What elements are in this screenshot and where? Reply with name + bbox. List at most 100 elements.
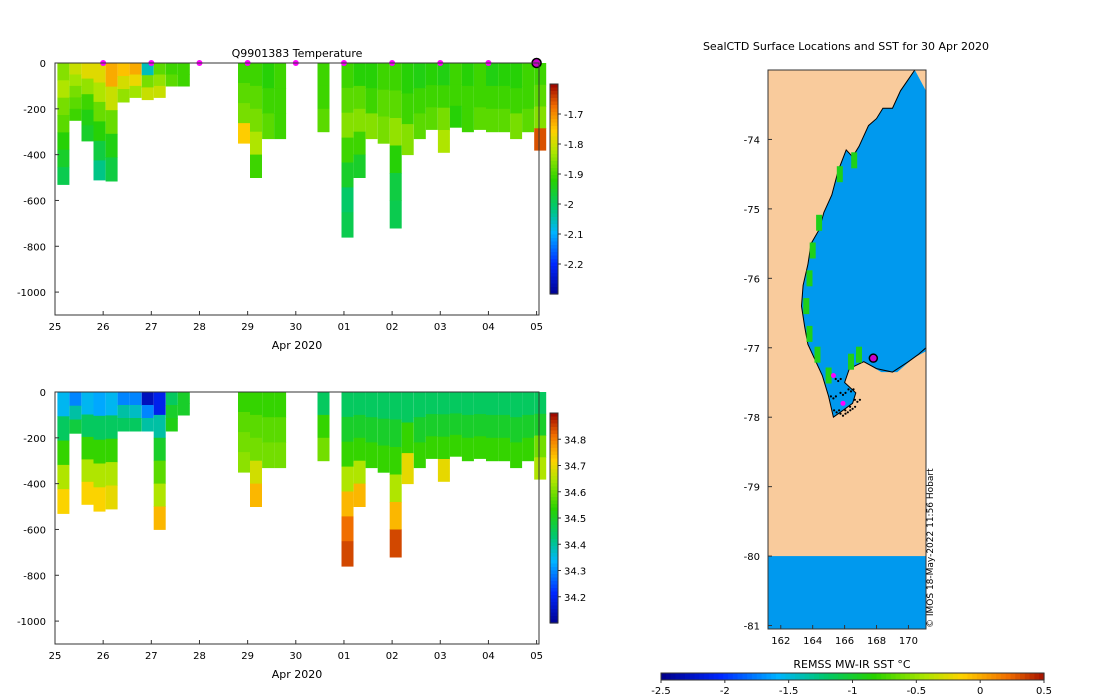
colorbar-swatch xyxy=(550,486,558,491)
profile-cell xyxy=(317,414,330,439)
profile-cell xyxy=(69,85,82,98)
sst-colorbar-swatch xyxy=(881,673,887,680)
x-tick-label: 30 xyxy=(289,322,302,333)
colorbar-swatch xyxy=(550,217,558,222)
colorbar-swatch xyxy=(550,290,558,295)
profile-cell xyxy=(238,392,250,413)
colorbar-tick-label: 34.7 xyxy=(564,462,586,473)
colorbar-swatch xyxy=(550,462,558,467)
profile-cell xyxy=(69,419,82,434)
map-y-tick-label: -81 xyxy=(744,622,760,633)
profile-cell xyxy=(341,212,354,238)
seal-track-point xyxy=(847,388,850,391)
profile-cell xyxy=(377,116,390,144)
sst-colorbar-tick-label: -2.5 xyxy=(651,686,671,697)
colorbar-swatch xyxy=(550,112,558,117)
profile-cell xyxy=(177,392,190,404)
colorbar-swatch xyxy=(550,94,558,99)
colorbar-swatch xyxy=(550,567,558,572)
profile-cell xyxy=(105,157,118,182)
colorbar-tick-label: 34.8 xyxy=(564,435,586,446)
profile-cell xyxy=(461,108,474,133)
profile-cell xyxy=(153,74,166,87)
sst-colorbar-swatch xyxy=(919,673,925,680)
sst-colorbar-swatch xyxy=(699,673,705,680)
temperature-title: Q9901383 Temperature xyxy=(232,47,363,60)
colorbar-swatch xyxy=(550,234,558,239)
x-tick-label: 01 xyxy=(338,651,351,662)
sst-colorbar-swatch xyxy=(1024,673,1031,680)
colorbar-swatch xyxy=(550,276,558,281)
sst-colorbar-swatch xyxy=(766,673,772,680)
profile-cell xyxy=(365,392,378,418)
map-title: SealCTD Surface Locations and SST for 30… xyxy=(703,40,989,53)
profile-cell xyxy=(353,154,366,178)
profile-cell xyxy=(341,87,354,114)
profile-cell xyxy=(81,125,94,142)
colorbar-swatch xyxy=(550,528,558,533)
colorbar-swatch xyxy=(550,175,558,180)
seal-track-point xyxy=(829,395,833,398)
colorbar-swatch xyxy=(550,546,558,551)
colorbar-swatch xyxy=(550,98,558,103)
profile-cell xyxy=(250,460,262,485)
colorbar-swatch xyxy=(550,283,558,288)
profile-cell xyxy=(250,108,262,133)
colorbar-swatch xyxy=(550,525,558,530)
sst-colorbar-swatch xyxy=(785,673,791,680)
colorbar-swatch xyxy=(550,136,558,141)
profile-cell xyxy=(341,466,354,492)
profile-cell xyxy=(165,405,178,419)
profile-cell xyxy=(238,412,250,433)
profile-cell xyxy=(534,413,547,437)
profile-cell xyxy=(353,108,366,133)
profile-cell xyxy=(153,437,166,462)
colorbar-swatch xyxy=(550,115,558,120)
latest-seal-position xyxy=(868,353,879,363)
temperature-x-ticks: 25 26 27 28 29 30 01 02 03 04 05 xyxy=(49,311,543,333)
profile-cell xyxy=(522,85,535,110)
profile-cell xyxy=(534,457,547,480)
seal-track-point xyxy=(839,377,842,381)
colorbar-swatch xyxy=(550,423,558,428)
salinity-cells xyxy=(57,392,547,567)
colorbar-swatch xyxy=(550,273,558,278)
map-coastline xyxy=(800,70,926,419)
colorbar-tick-label: 34.5 xyxy=(564,514,586,525)
sst-colorbar-swatch xyxy=(790,673,796,680)
colorbar-swatch xyxy=(550,577,558,582)
colorbar-swatch xyxy=(550,563,558,568)
sst-colorbar-swatch xyxy=(742,673,748,680)
colorbar-swatch xyxy=(550,455,558,460)
profile-cell xyxy=(57,132,70,151)
colorbar-swatch xyxy=(550,416,558,421)
profile-cell xyxy=(177,403,190,416)
profile-cell xyxy=(365,63,378,89)
profile-cell xyxy=(498,437,511,462)
profile-cell xyxy=(105,63,118,88)
colorbar-swatch xyxy=(550,574,558,579)
temperature-y-ticks: 0 -200 -400 -600 -800 -1000 xyxy=(17,59,59,299)
sst-colorbar-tick-label: -1 xyxy=(848,686,858,697)
profile-cell xyxy=(262,392,275,418)
profile-cell xyxy=(474,414,486,437)
colorbar-swatch xyxy=(550,241,558,246)
sst-colorbar-swatch xyxy=(996,673,1002,680)
colorbar-swatch xyxy=(550,413,558,418)
y-tick-label: -1000 xyxy=(17,288,46,299)
colorbar-swatch xyxy=(550,507,558,512)
profile-cell xyxy=(105,485,118,510)
colorbar-swatch xyxy=(550,612,558,617)
map-sea xyxy=(801,70,926,418)
profile-cell xyxy=(274,392,287,418)
profile-cell xyxy=(341,162,354,188)
sst-colorbar-swatch xyxy=(876,673,882,680)
x-tick-label: 26 xyxy=(97,322,110,333)
sst-patch xyxy=(836,166,843,183)
sst-colorbar-swatch xyxy=(728,673,734,680)
x-tick-label: 29 xyxy=(241,322,254,333)
colorbar-swatch xyxy=(550,476,558,481)
seal-profile-marker xyxy=(840,400,846,406)
colorbar-swatch xyxy=(550,542,558,547)
profile-cell xyxy=(165,418,178,432)
